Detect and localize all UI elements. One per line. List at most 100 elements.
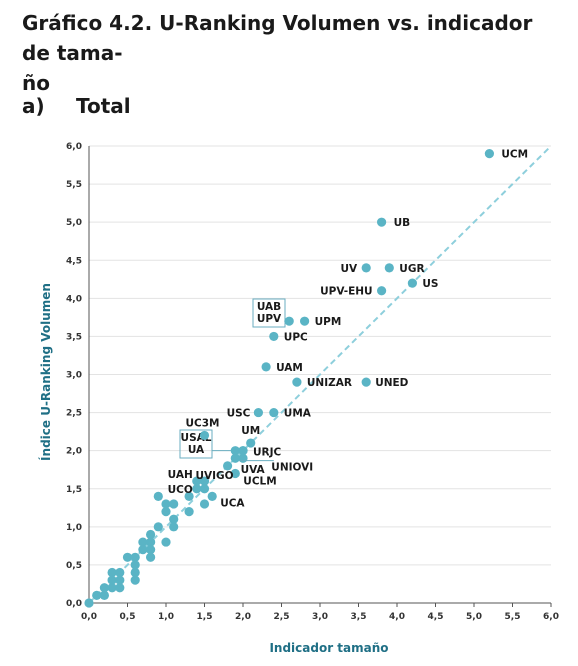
x-tick-label: 4,5 [428, 612, 444, 622]
point-label: UCM [501, 149, 528, 161]
point-label: UNIOVI [271, 461, 313, 473]
data-point [192, 484, 202, 494]
panel-heading: a) Total [22, 94, 131, 118]
axes: 0,0 0,5 1,0 1,5 2,0 2,5 3,0 3,5 4,0 4,5 5,0 5,5 6,0 0… [66, 142, 559, 622]
group-box [252, 298, 286, 328]
group-label: UAB [257, 301, 281, 313]
data-point [192, 476, 202, 486]
data-point [230, 446, 240, 456]
data-point [130, 575, 140, 585]
data-point [161, 499, 171, 509]
group-label: UPV [257, 313, 282, 325]
y-tick-label: 3,0 [66, 371, 82, 381]
data-point [238, 446, 248, 456]
grid-lines [89, 145, 551, 566]
y-tick-label: 4,5 [66, 256, 82, 266]
data-point [292, 377, 302, 387]
data-point [284, 316, 294, 326]
data-point [484, 149, 494, 159]
data-point [146, 545, 156, 555]
data-point [407, 278, 417, 288]
data-point [92, 590, 102, 600]
y-axis-title: Índice U-Ranking Volumen [38, 283, 53, 461]
data-point [269, 407, 279, 418]
reference-line [88, 145, 552, 604]
point-label: UPM [315, 316, 342, 328]
data-point [261, 362, 271, 372]
data-point [146, 537, 156, 547]
y-tick-label: 6,0 [66, 142, 82, 152]
x-tick-label: 2,0 [235, 612, 251, 622]
y-tick-label: 4,0 [66, 294, 82, 304]
data-point [115, 583, 125, 593]
point-labels: UCM UB UV UGR US UPV-EHU UPM UPC UAM UNIZAR UNED US… [168, 149, 528, 510]
figure-title-line-1: Gráfico 4.2. U-Ranking Volumen vs. indic… [22, 11, 533, 65]
x-tick-label: 2,5 [274, 612, 290, 622]
data-point [99, 583, 109, 593]
data-point [361, 377, 371, 387]
data-point [246, 438, 256, 448]
point-label: USC [227, 408, 251, 420]
data-point [199, 476, 210, 486]
x-tick-label: 5,5 [505, 612, 521, 622]
data-point [199, 484, 210, 494]
point-label: UM [241, 425, 260, 437]
data-point [115, 575, 125, 585]
data-point [146, 552, 156, 562]
point-label: URJC [253, 447, 282, 459]
y-tick-label: 5,5 [66, 180, 82, 190]
x-tick-label: 6,0 [543, 612, 559, 622]
data-point [377, 286, 387, 296]
point-label: UVA [241, 464, 266, 476]
data-points [84, 149, 494, 608]
data-point [146, 529, 156, 540]
data-point [130, 560, 140, 570]
panel-letter: a) [22, 94, 45, 118]
point-label: UAH [168, 469, 193, 481]
diagonal-line [88, 145, 552, 604]
point-label: UPC [284, 331, 308, 343]
x-tick-label: 1,0 [158, 612, 174, 622]
data-point [184, 491, 194, 501]
point-label: UGR [399, 263, 424, 275]
data-point [300, 316, 310, 326]
point-label: UC3M [186, 417, 220, 429]
group-label: UA [188, 444, 205, 456]
point-label: UV [341, 263, 359, 275]
data-point [269, 331, 279, 342]
data-point [230, 453, 240, 463]
data-point [253, 407, 263, 418]
y-tick-label: 0,5 [66, 561, 82, 571]
point-label: UCA [220, 497, 245, 509]
data-point [377, 217, 387, 227]
data-point [138, 537, 148, 547]
y-tick-label: 1,5 [66, 485, 82, 495]
data-point [169, 499, 179, 509]
y-tick-label: 5,0 [66, 218, 82, 228]
point-label: UB [394, 217, 411, 229]
group-box [179, 429, 213, 459]
y-tick-label: 2,0 [66, 447, 82, 457]
data-point [161, 507, 171, 517]
data-point [223, 461, 233, 471]
x-tick-label: 4,0 [389, 612, 405, 622]
y-tick-label: 2,5 [66, 409, 82, 419]
x-tick-label: 3,5 [351, 612, 367, 622]
point-label: UAM [276, 362, 303, 374]
data-point [122, 552, 133, 562]
data-point [130, 552, 140, 562]
x-axis-title: Indicador tamaño [269, 641, 388, 655]
x-tick-label: 1,5 [197, 612, 213, 622]
data-point [153, 491, 163, 501]
data-point [384, 263, 394, 273]
data-point [107, 567, 117, 578]
data-point [207, 491, 217, 501]
x-tick-label: 5,0 [466, 612, 482, 622]
data-point [138, 545, 148, 555]
data-point [115, 567, 125, 578]
y-tick-label: 3,5 [66, 332, 82, 342]
panel-title: Total [76, 94, 131, 118]
data-point [84, 598, 94, 608]
